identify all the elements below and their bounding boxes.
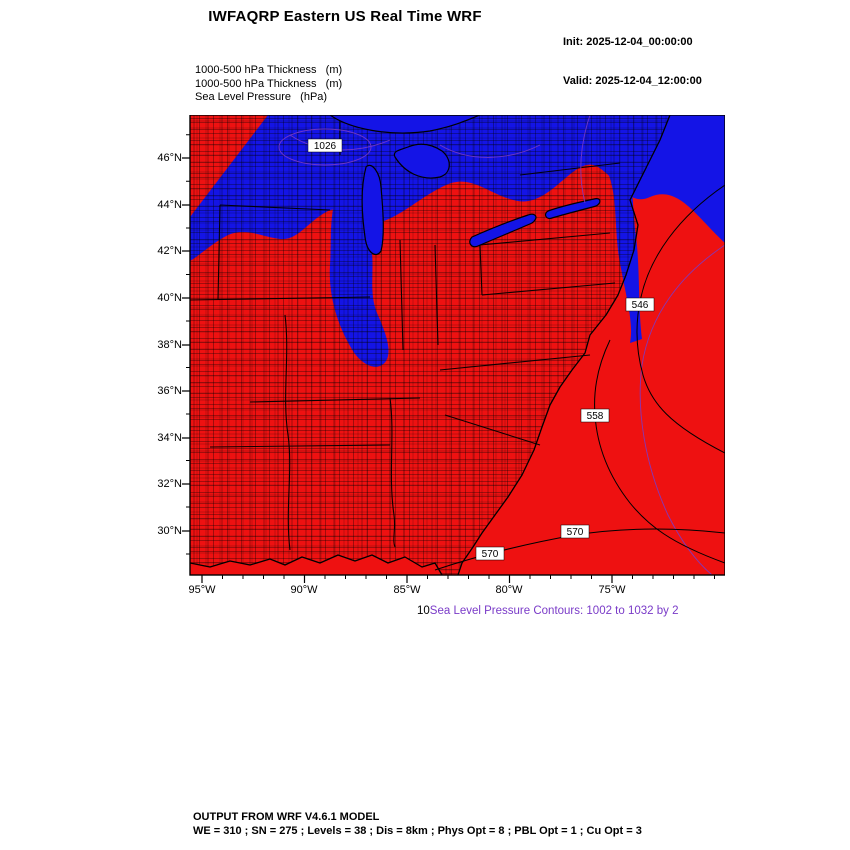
model-output-line: OUTPUT FROM WRF V4.6.1 MODEL <box>193 811 380 823</box>
lat-label-40n: 40°N <box>157 292 182 304</box>
field-legend: 1000-500 hPa Thickness (m) 1000-500 hPa … <box>195 64 342 105</box>
lon-label-90w: 90°W <box>290 584 318 596</box>
thickness-546-label: 546 <box>632 300 649 311</box>
lon-label-95w: 95°W <box>188 584 216 596</box>
lake-huron <box>393 143 450 179</box>
lat-label-30n: 30°N <box>157 525 182 537</box>
map-panel: 1026 546 558 570 570 <box>178 114 726 587</box>
lake-superior <box>328 115 481 134</box>
lake-erie <box>469 213 537 248</box>
field-thickness-2: 1000-500 hPa Thickness (m) <box>195 77 343 90</box>
page-title: IWFAQRP Eastern US Real Time WRF <box>208 8 482 25</box>
lake-ontario <box>544 198 601 219</box>
init-time-label: Init: 2025-12-04_00:00:00 <box>563 36 693 48</box>
lon-label-80w: 80°W <box>495 584 523 596</box>
slp-contours-caption: Sea Level Pressure Contours: 1002 to 103… <box>429 605 679 617</box>
contour-labels: 1026 546 558 570 570 <box>307 138 655 561</box>
coastline <box>190 115 671 575</box>
wrf-map-svg: 1026 546 558 570 570 <box>182 114 726 583</box>
lon-label-75w: 75°W <box>598 584 626 596</box>
lat-label-36n: 36°N <box>157 385 182 397</box>
lat-label-32n: 32°N <box>157 478 182 490</box>
thickness-570-label-a: 570 <box>567 527 584 538</box>
lat-label-38n: 38°N <box>157 339 182 351</box>
run-time-block: Init: 2025-12-04_00:00:00 Valid: 2025-12… <box>563 10 702 114</box>
lat-label-46n: 46°N <box>157 152 182 164</box>
thickness-558-label: 558 <box>587 411 604 422</box>
lat-label-34n: 34°N <box>157 432 182 444</box>
map-caption: 10Sea Level Pressure Contours: 1002 to 1… <box>417 605 678 617</box>
great-lakes <box>328 115 601 256</box>
thickness-570-label-b: 570 <box>482 549 499 560</box>
lon-label-85w: 85°W <box>393 584 421 596</box>
lat-label-44n: 44°N <box>157 199 182 211</box>
axis-ticks <box>182 134 715 583</box>
lat-label-42n: 42°N <box>157 245 182 257</box>
lake-michigan <box>361 164 384 256</box>
field-slp: Sea Level Pressure (hPa) <box>195 91 328 103</box>
model-config-line: WE = 310 ; SN = 275 ; Levels = 38 ; Dis … <box>193 825 642 837</box>
caption-partial-label: 10 <box>417 605 430 617</box>
state-borders <box>190 115 621 551</box>
valid-time-label: Valid: 2025-12-04_12:00:00 <box>563 75 702 87</box>
field-thickness-1: 1000-500 hPa Thickness (m) <box>195 64 343 76</box>
slp-high-label: 1026 <box>314 141 337 152</box>
